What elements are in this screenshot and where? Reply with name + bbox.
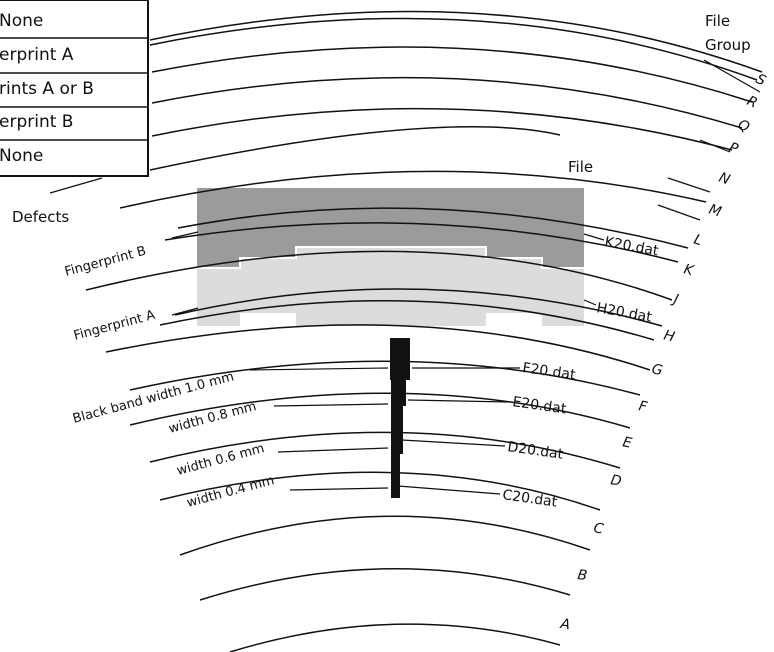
group-label-d: D: [609, 472, 623, 490]
fingerprint-a-leader: [171, 307, 199, 316]
legend-row-1: None: [0, 11, 43, 31]
track-arc: [229, 623, 561, 652]
legend-row-4: erprint B: [0, 112, 73, 132]
file-header: File: [568, 158, 593, 176]
track-arc: [151, 76, 743, 129]
file-group-leader: [703, 59, 761, 93]
track-arc: [179, 515, 591, 556]
band-label-0-8: width 0.8 mm: [167, 399, 258, 437]
group-label-j: J: [669, 291, 680, 308]
file-label-c20: C20.dat: [501, 487, 558, 511]
b10-leader: [249, 367, 389, 371]
file-label-h20: H20.dat: [595, 300, 653, 326]
track-arc: [85, 250, 673, 301]
legend-row-5: None: [0, 146, 43, 166]
track-arc: [151, 46, 753, 103]
file-label-f20: F20.dat: [521, 360, 576, 383]
group-label-e: E: [621, 434, 633, 452]
fingerprint-b-leader: [171, 231, 199, 239]
b04-leader: [289, 487, 389, 491]
track-arc: [151, 107, 733, 151]
track-arc: [119, 170, 707, 209]
file-group-header-2: Group: [705, 36, 751, 54]
band-label-0-4: width 0.4 mm: [185, 473, 276, 511]
file-group-leader: [657, 204, 701, 221]
fingerprint-boundary: [197, 246, 584, 269]
track-arc: [129, 392, 631, 429]
track-arcs: [85, 10, 763, 652]
track-arc: [149, 126, 561, 171]
track-arc: [159, 300, 655, 341]
black-band-0-8: [391, 380, 406, 406]
track-arc: [159, 471, 601, 511]
group-label-r: R: [744, 93, 760, 112]
file-label-k20: K20.dat: [603, 234, 660, 259]
track-arc: [164, 222, 679, 263]
black-band-0-6: [391, 406, 403, 454]
group-label-b: B: [576, 567, 588, 584]
leader-lines: [171, 59, 761, 495]
file-label-e20: E20.dat: [511, 394, 567, 417]
group-label-q: Q: [736, 117, 752, 136]
group-label-f: F: [637, 398, 649, 416]
group-label-l: L: [692, 232, 704, 250]
legend-frame: [0, 0, 149, 177]
defect-legend: None erprint A rints A or B erprint B No…: [0, 0, 149, 177]
group-label-c: C: [592, 520, 605, 537]
group-label-s: S: [753, 71, 768, 89]
group-label-k: K: [682, 261, 697, 279]
track-arc: [177, 207, 689, 249]
file-group-leader: [667, 177, 711, 193]
track-arc: [149, 10, 763, 73]
defects-label: Defects: [12, 208, 69, 226]
d20-leader: [401, 439, 506, 447]
track-arc: [174, 288, 663, 327]
e20-leader: [407, 399, 511, 403]
group-label-p: P: [727, 140, 741, 158]
fingerprint-a-label: Fingerprint A: [72, 308, 157, 344]
black-band-0-4: [391, 454, 400, 498]
file-group-leader: [699, 139, 731, 153]
group-label-g: G: [650, 361, 664, 379]
track-arc: [149, 17, 758, 81]
track-arc: [199, 568, 571, 601]
group-label-a: A: [558, 616, 571, 633]
group-label-h: H: [662, 327, 677, 345]
h20-leader: [583, 299, 597, 306]
c20-leader: [397, 485, 501, 495]
defects-leader: [49, 177, 103, 194]
file-label-d20: D20.dat: [506, 439, 564, 463]
b06-leader: [277, 447, 389, 453]
group-label-n: N: [717, 170, 733, 189]
group-label-m: M: [707, 202, 723, 221]
file-group-header: File: [705, 12, 730, 30]
legend-row-3: rints A or B: [0, 79, 94, 99]
b08-leader: [273, 403, 389, 407]
k20-leader: [583, 233, 605, 241]
fingerprint-b-label: Fingerprint B: [63, 244, 148, 280]
black-band: [390, 338, 410, 498]
legend-row-2: erprint A: [0, 45, 74, 65]
black-band-1-0: [390, 338, 410, 380]
track-arc: [105, 324, 651, 371]
